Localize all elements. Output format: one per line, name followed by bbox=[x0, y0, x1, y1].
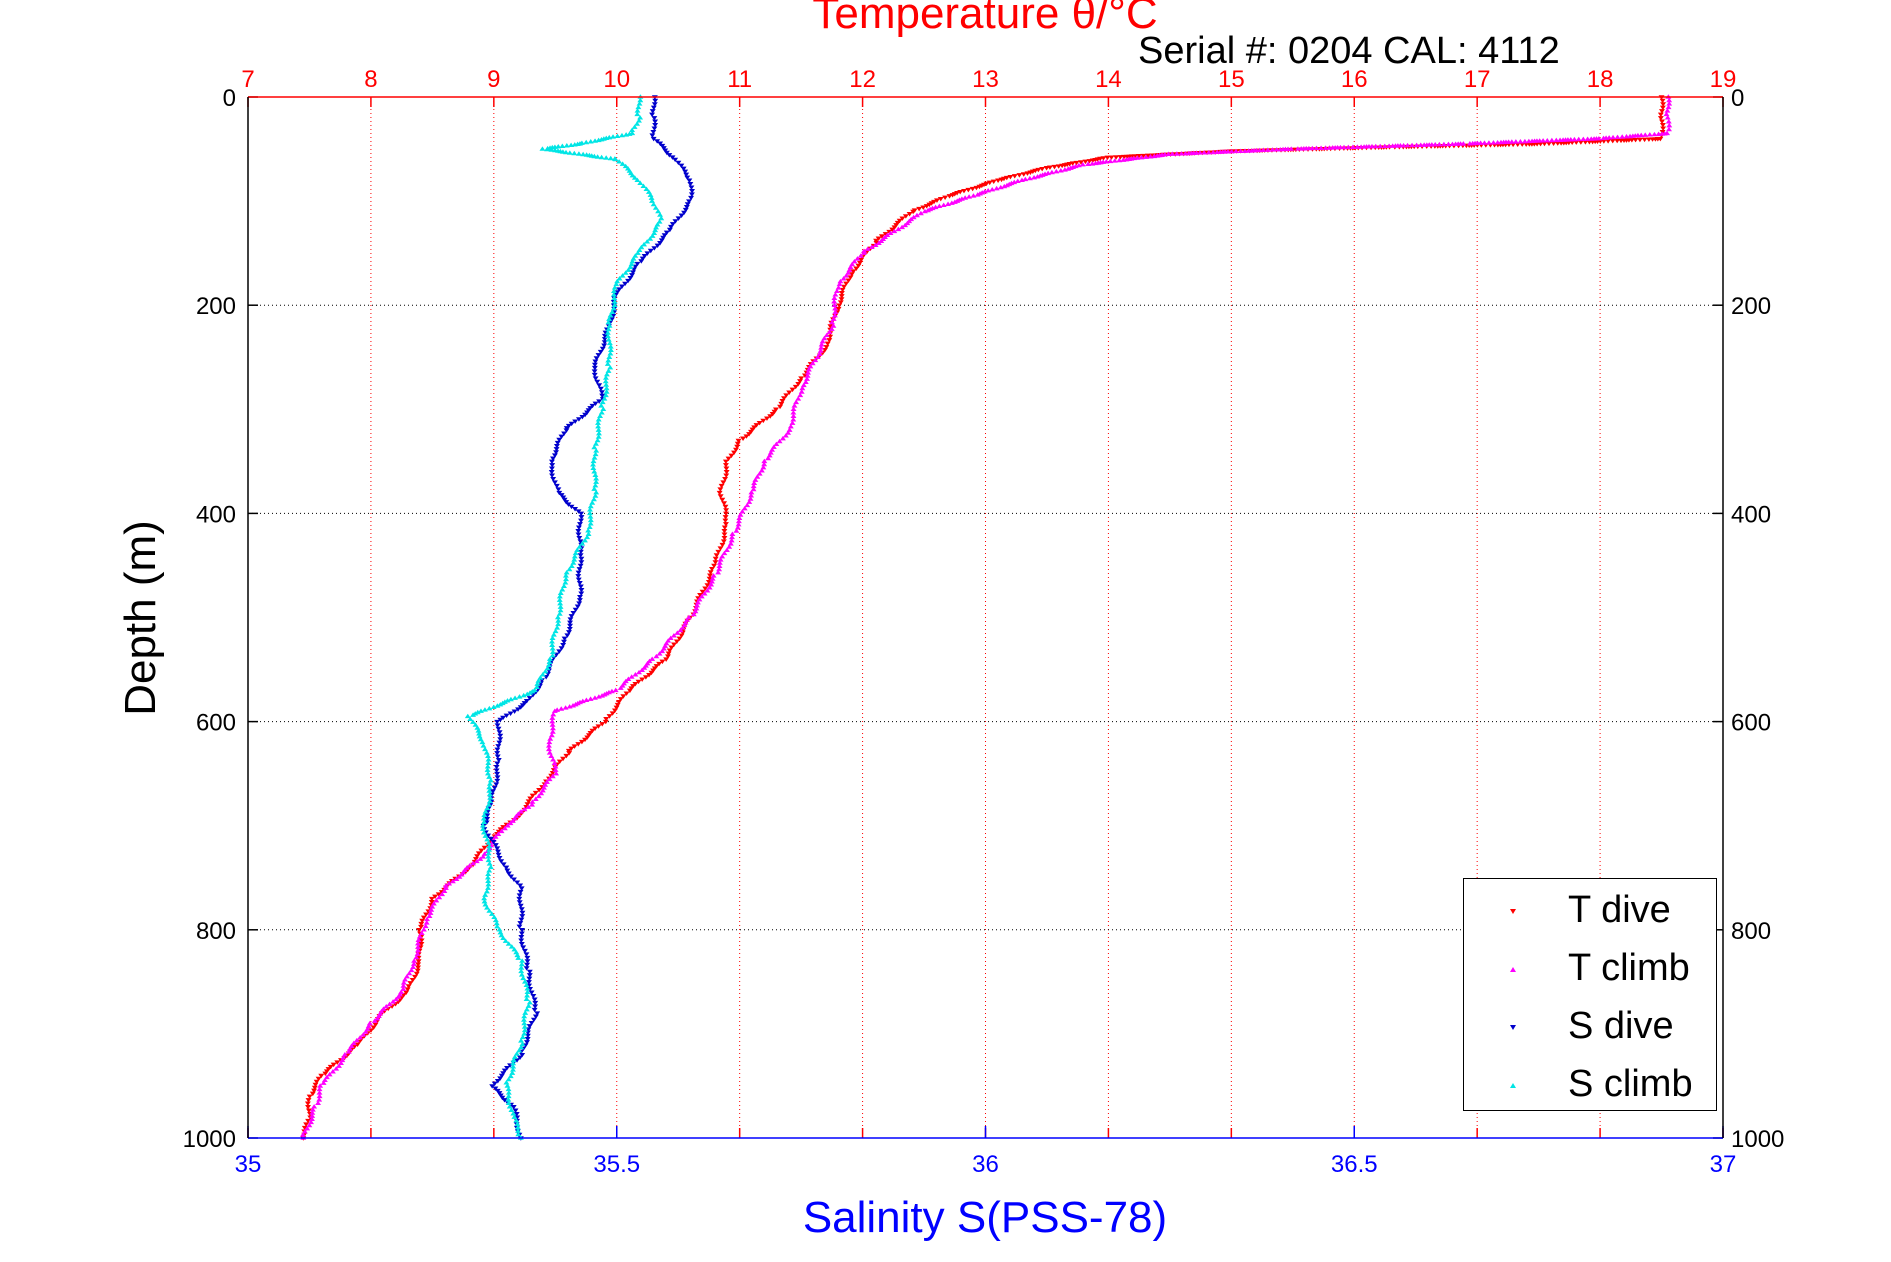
legend-label: S climb bbox=[1568, 1063, 1693, 1105]
legend-entry: T climb bbox=[1464, 945, 1718, 1003]
x-top-tick-label: 13 bbox=[972, 66, 999, 93]
x-top-tick-label: 7 bbox=[241, 66, 254, 93]
legend-label: T climb bbox=[1568, 947, 1690, 989]
triangle-down-marker-icon bbox=[1510, 909, 1516, 914]
y-tick-label-left: 0 bbox=[223, 85, 236, 112]
x-top-tick-label: 19 bbox=[1710, 66, 1737, 93]
y-tick-label-right: 200 bbox=[1731, 293, 1771, 320]
legend-entry: T dive bbox=[1464, 887, 1718, 945]
x-bottom-tick-label: 35.5 bbox=[593, 1151, 640, 1178]
legend-entry: S dive bbox=[1464, 1003, 1718, 1061]
x-top-tick-label: 8 bbox=[364, 66, 377, 93]
y-axis-label: Depth (m) bbox=[116, 520, 165, 716]
legend-label: S dive bbox=[1568, 1005, 1674, 1047]
legend: T dive T climb S dive S climb bbox=[1463, 878, 1717, 1111]
triangle-up-marker-icon bbox=[1510, 967, 1516, 972]
x-top-tick-label: 18 bbox=[1587, 66, 1614, 93]
chart-subtitle: Serial #: 0204 CAL: 4112 bbox=[1138, 30, 1560, 72]
y-tick-label-left: 400 bbox=[196, 501, 236, 528]
x-bottom-tick-label: 37 bbox=[1710, 1151, 1737, 1178]
y-tick-label-right: 800 bbox=[1731, 918, 1771, 945]
x-top-tick-label: 10 bbox=[603, 66, 630, 93]
x-top-tick-label: 12 bbox=[849, 66, 876, 93]
y-tick-label-left: 1000 bbox=[183, 1126, 236, 1153]
legend-label: T dive bbox=[1568, 889, 1671, 931]
y-tick-label-right: 1000 bbox=[1731, 1126, 1784, 1153]
x-bottom-tick-label: 36 bbox=[972, 1151, 999, 1178]
triangle-up-marker-icon bbox=[1510, 1083, 1516, 1088]
y-tick-label-right: 400 bbox=[1731, 501, 1771, 528]
x-top-tick-label: 14 bbox=[1095, 66, 1122, 93]
x-top-tick-label: 16 bbox=[1341, 66, 1368, 93]
y-tick-label-right: 600 bbox=[1731, 710, 1771, 737]
grid-lines bbox=[248, 97, 1723, 1138]
x-top-tick-label: 9 bbox=[487, 66, 500, 93]
y-tick-label-left: 600 bbox=[196, 710, 236, 737]
x-top-tick-label: 11 bbox=[727, 66, 752, 93]
y-tick-label-right: 0 bbox=[1731, 85, 1744, 112]
legend-entry: S climb bbox=[1464, 1061, 1718, 1119]
y-tick-label-left: 200 bbox=[196, 293, 236, 320]
chart-title: Temperature θ/°C bbox=[812, 0, 1157, 38]
x-bottom-tick-label: 36.5 bbox=[1331, 1151, 1378, 1178]
x-top-tick-label: 17 bbox=[1464, 66, 1491, 93]
x-bottom-axis-label: Salinity S(PSS-78) bbox=[803, 1193, 1167, 1242]
triangle-down-marker-icon bbox=[1510, 1025, 1516, 1030]
x-top-tick-label: 15 bbox=[1218, 66, 1245, 93]
x-bottom-tick-label: 35 bbox=[235, 1151, 262, 1178]
y-tick-label-left: 800 bbox=[196, 918, 236, 945]
